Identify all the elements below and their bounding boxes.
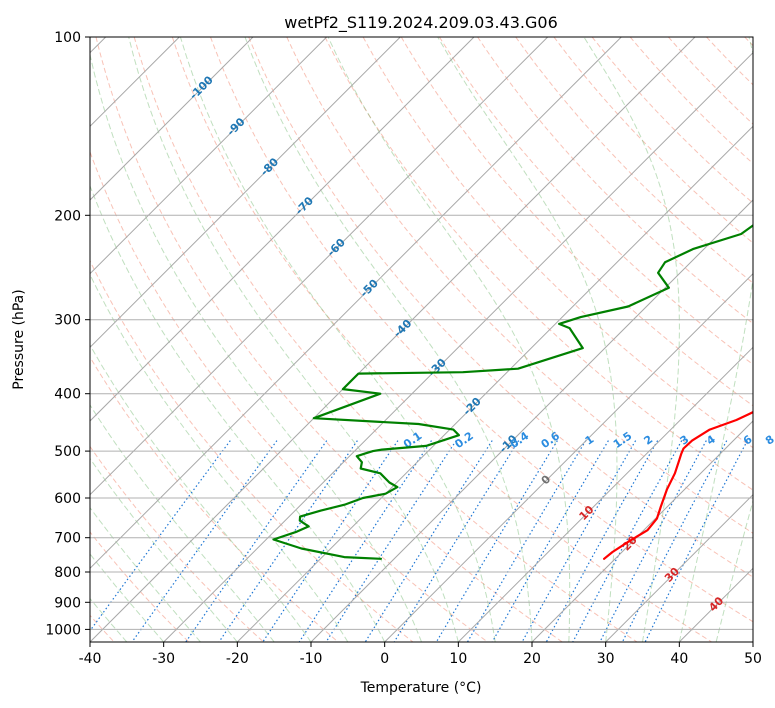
mixing-ratio-line: [90, 440, 231, 632]
moist-adiabat: [90, 404, 275, 642]
mixing-ratio-line: [521, 440, 637, 642]
dry-adiabat: [400, 37, 753, 407]
x-tick-label: 40: [670, 651, 688, 667]
x-tick-label: 0: [380, 651, 389, 667]
profile-series-line: [603, 410, 753, 560]
moist-adiabat: [90, 184, 386, 642]
x-tick-label: -30: [152, 651, 175, 667]
moist-adiabat: [583, 37, 680, 642]
isotherm-line: [457, 346, 753, 642]
isotherm-line: [90, 37, 401, 349]
y-tick-label: 1000: [45, 622, 81, 638]
moist-adiabat: [179, 37, 496, 642]
x-axis: -40 -30 -20 -10 0 10 20 30 40 50: [79, 642, 762, 667]
isotherm-line: [90, 37, 475, 422]
y-tick-label: 900: [54, 595, 81, 611]
isotherm-line: [752, 641, 753, 642]
moist-adiabat: [327, 37, 571, 642]
y-tick-label: 100: [54, 30, 81, 46]
isotherm-line: [90, 37, 254, 201]
x-tick-label: -40: [79, 651, 102, 667]
plot-frame: [89, 36, 754, 643]
mixing-ratio-line: [644, 440, 748, 642]
dry-adiabat: [133, 37, 638, 642]
mixing-ratio-line: [262, 440, 399, 642]
isotherm-line: [236, 125, 753, 642]
dry-adiabat: [210, 37, 753, 623]
dry-adiabat: [90, 445, 264, 642]
plot-area: [90, 37, 753, 642]
x-tick-label: 30: [597, 651, 615, 667]
isotherm-line: [531, 420, 753, 642]
x-tick-label: 10: [449, 651, 467, 667]
dry-adiabat: [248, 37, 753, 578]
dry-adiabat: [553, 37, 753, 244]
isotherm-line: [90, 37, 696, 642]
y-tick-label: 800: [54, 565, 81, 581]
moist-adiabat: [90, 52, 422, 642]
x-axis-label: Temperature (°C): [360, 680, 482, 696]
moist-adiabat: [437, 37, 618, 642]
dry-adiabat: [286, 37, 753, 534]
y-tick-label: 700: [54, 531, 81, 547]
mixing-ratio-line: [466, 440, 587, 642]
y-tick-label: 500: [54, 444, 81, 460]
dry-adiabat: [438, 37, 753, 366]
dry-adiabat: [90, 259, 414, 642]
mixing-ratio-line: [435, 440, 558, 642]
moist-adiabat: [128, 37, 459, 642]
x-tick-label: -20: [226, 651, 249, 667]
moist-adiabat: [244, 37, 533, 642]
moist-adiabat: [90, 273, 349, 642]
isotherm-line: [90, 37, 328, 275]
mixing-ratio-line: [491, 440, 609, 642]
dry-adiabat: [324, 37, 753, 491]
moist-adiabat: [90, 553, 165, 642]
isotherm-line: [605, 493, 753, 642]
y-axis: 100 200 300 400 500 600 700 800 900 1000: [45, 30, 90, 638]
isotherm-line: [90, 37, 622, 570]
isotherm-line: [384, 272, 753, 642]
background-lines: [90, 37, 753, 642]
y-tick-label: 300: [54, 313, 81, 329]
moist-adiabat: [90, 343, 312, 642]
mixing-ratio-line: [298, 440, 432, 642]
dry-adiabat: [95, 37, 563, 642]
mixing-ratio-line: [545, 440, 659, 642]
pressure-grid: [90, 37, 753, 630]
mixing-ratio-line: [185, 440, 328, 642]
y-tick-label: 600: [54, 491, 81, 507]
x-tick-label: 20: [523, 651, 541, 667]
isotherm-line: [163, 51, 753, 642]
y-axis-label: Pressure (hPa): [11, 289, 27, 389]
x-tick-label: -10: [300, 651, 323, 667]
mixing-ratio-line: [325, 440, 457, 642]
mixing-ratio-line: [218, 440, 358, 642]
mixing-ratio-label: 8: [763, 433, 775, 448]
profile-series-line: [272, 224, 753, 560]
isotherm-line: [90, 37, 549, 496]
dry-adiabat: [90, 356, 339, 642]
mixing-ratio-line: [131, 440, 278, 642]
y-tick-label: 200: [54, 208, 81, 224]
dry-adiabat: [629, 37, 753, 165]
y-tick-label: 400: [54, 387, 81, 403]
moist-adiabat: [90, 457, 238, 642]
dry-adiabat: [171, 37, 712, 642]
moist-adiabat: [90, 506, 201, 642]
x-tick-label: 50: [744, 651, 762, 667]
isotherm-line: [310, 199, 753, 642]
moist-adiabat: [678, 37, 753, 642]
moist-adiabat: [90, 597, 128, 642]
chart-title: wetPf2_S119.2024.209.03.43.G06: [284, 13, 558, 33]
profile-lines: [272, 224, 753, 560]
dry-adiabat: [515, 37, 753, 284]
